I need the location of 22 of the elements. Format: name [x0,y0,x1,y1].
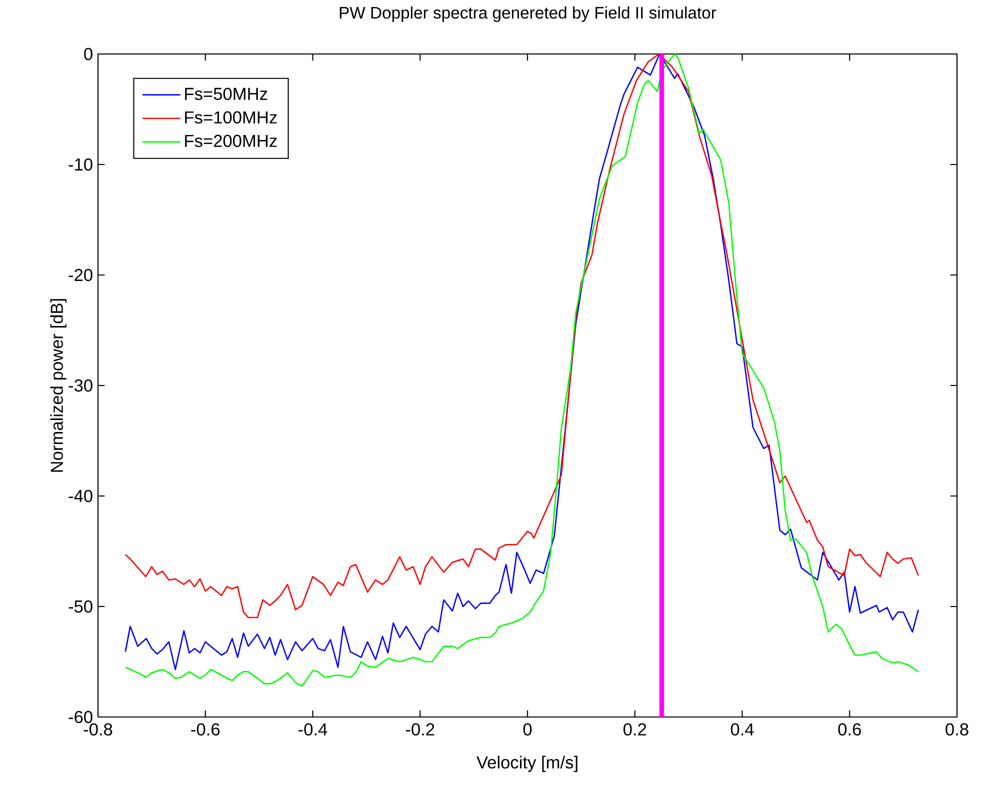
y-tick-label: -20 [68,268,92,282]
x-tick-label: -0.8 [84,723,112,736]
x-tick-label: 0.4 [730,723,754,736]
y-tick-label: -10 [68,158,92,171]
y-tick-label: -40 [68,490,92,502]
x-tick-label: 0.6 [838,723,861,736]
y-tick-label: -50 [68,600,92,613]
legend-label: Fs=50MHz [185,88,268,100]
y-tick-label: 0 [84,48,92,60]
legend-label: Fs=100MHz [185,111,277,124]
y-tick-label: -60 [68,710,92,724]
y-axis-title: Normalized power [dB] [50,299,66,472]
x-tick-label: 0.2 [623,723,646,736]
x-tick-label: -0.6 [191,723,220,736]
x-axis-title: Velocity [m/s] [476,756,578,772]
legend-label: Fs=200MHz [185,134,277,148]
x-tick-label: 0.8 [946,723,968,736]
chart-title: PW Doppler spectra genereted by Field II simulator [340,6,716,22]
x-tick-label: -0.2 [406,723,434,736]
x-tick-label: -0.4 [298,723,328,736]
y-tick-label: -30 [68,379,92,392]
x-tick-label: 0 [523,723,532,736]
